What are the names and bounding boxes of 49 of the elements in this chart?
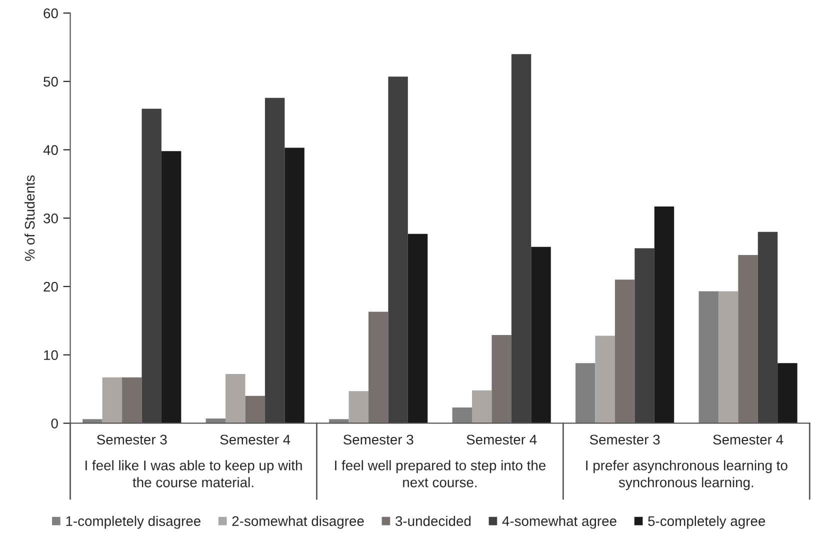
y-tick-label: 0: [51, 418, 58, 428]
y-tick-label: 60: [44, 8, 58, 18]
text: I feel like I was able to keep up with the course material.: [86, 460, 302, 488]
bar: [348, 391, 368, 424]
y-tick-label: 30: [44, 213, 58, 224]
y-axis-title: % of Students: [24, 175, 35, 261]
x-tick-label: Semester 3: [590, 434, 660, 445]
bar: [245, 396, 265, 424]
text: I feel well prepared to step into the next course.: [335, 460, 546, 488]
legend-label: 1-completely disagree: [66, 516, 200, 529]
bar: [264, 98, 285, 424]
bar: [142, 108, 162, 424]
legend-label: 3-undecided: [396, 516, 471, 526]
text: I prefer asynchronous learning to synchronous learning.: [586, 460, 788, 490]
bar: [492, 335, 512, 424]
x-tick-label: Semester 3: [97, 434, 167, 445]
bar: [634, 248, 654, 424]
bar: [778, 363, 798, 424]
y-tick-label: 40: [43, 145, 58, 155]
x-tick-label: Semester 4: [466, 434, 537, 445]
bar: [758, 232, 778, 424]
bar: [452, 408, 472, 424]
bar: [698, 291, 718, 424]
y-tick-label: 10: [44, 350, 58, 360]
bar: [614, 280, 635, 424]
bar: [531, 246, 551, 424]
bar: [718, 291, 738, 424]
y-tick-label: 50: [44, 76, 58, 87]
bar: [511, 54, 532, 424]
x-tick-label: Semester 4: [713, 434, 784, 445]
bar: [122, 377, 142, 424]
bar: [408, 234, 428, 424]
bar: [284, 148, 304, 424]
legend-label: 2-somewhat disagree: [232, 516, 364, 529]
bar: [738, 255, 758, 424]
bar: [654, 206, 674, 424]
bar: [161, 151, 182, 424]
bar: [472, 390, 492, 424]
legend-label: 4-somewhat agree: [502, 516, 616, 529]
bar: [368, 312, 388, 424]
y-tick-label: 20: [44, 282, 58, 292]
legend-label: 5-completely agree: [648, 516, 766, 529]
bar: [595, 336, 615, 424]
bar: [576, 363, 596, 424]
bar: [388, 76, 408, 424]
x-tick-label: Semester 4: [220, 434, 290, 445]
bar: [102, 377, 122, 424]
x-tick-label: Semester 3: [343, 434, 414, 445]
bar: [226, 374, 246, 424]
